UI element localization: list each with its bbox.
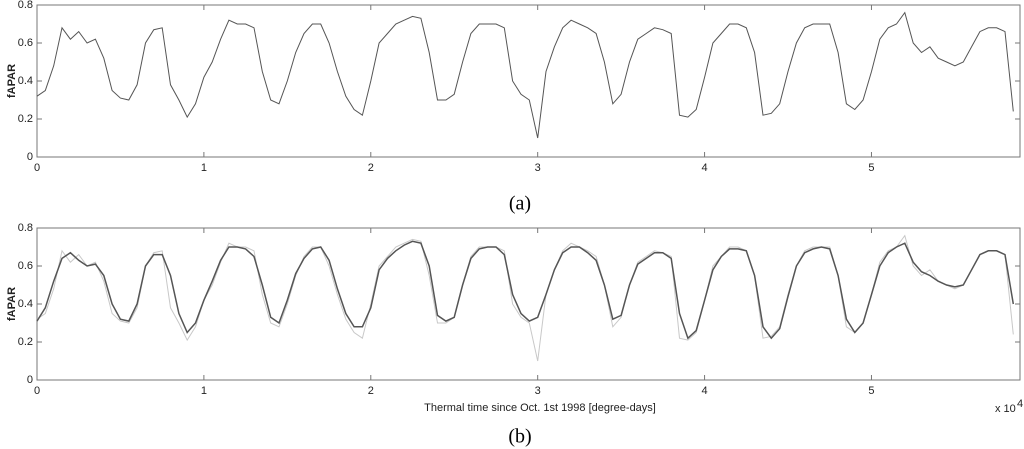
y-axis-label: fAPAR xyxy=(6,287,18,321)
data-line xyxy=(36,11,1014,139)
y-tick-label: 0.6 xyxy=(18,260,33,272)
x-tick-label: 1 xyxy=(201,162,207,174)
axes-frame xyxy=(36,227,1021,381)
x-tick-label: 0 xyxy=(34,385,40,397)
y-tick-label: 0 xyxy=(27,374,33,386)
x-axis-label: Thermal time since Oct. 1st 1998 [degree… xyxy=(424,402,656,414)
x-tick-label: 4 xyxy=(702,162,708,174)
x-tick-label: 1 xyxy=(201,385,207,397)
x-tick-label: 3 xyxy=(535,385,541,397)
caption: (a) xyxy=(509,193,531,215)
x-tick-label: 0 xyxy=(34,162,40,174)
caption: (b) xyxy=(508,426,531,448)
y-axis-label: fAPAR xyxy=(6,64,18,98)
y-tick-label: 0.8 xyxy=(18,0,33,11)
axis-multiplier-exponent: 4 xyxy=(1017,398,1023,410)
x-tick-label: 4 xyxy=(702,385,708,397)
x-tick-label: 5 xyxy=(868,162,874,174)
x-tick-label: 5 xyxy=(868,385,874,397)
y-tick-label: 0.4 xyxy=(18,75,33,87)
data-line xyxy=(36,234,1014,362)
y-tick-label: 0 xyxy=(27,151,33,163)
data-line xyxy=(36,240,1015,340)
x-tick-label: 2 xyxy=(368,385,374,397)
x-tick-label: 3 xyxy=(535,162,541,174)
y-tick-label: 0.2 xyxy=(18,336,33,348)
x-tick-label: 2 xyxy=(368,162,374,174)
axes-frame xyxy=(36,4,1021,158)
y-tick-label: 0.4 xyxy=(18,298,33,310)
axis-multiplier: x 10 xyxy=(995,403,1016,415)
y-tick-label: 0.2 xyxy=(18,113,33,125)
y-tick-label: 0.6 xyxy=(18,37,33,49)
y-tick-label: 0.8 xyxy=(18,222,33,234)
